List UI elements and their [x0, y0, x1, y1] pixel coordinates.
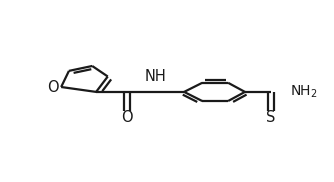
Text: NH: NH [145, 69, 167, 84]
Text: O: O [47, 80, 58, 94]
Text: O: O [121, 110, 133, 125]
Text: S: S [266, 110, 276, 125]
Text: NH$_2$: NH$_2$ [290, 84, 318, 100]
